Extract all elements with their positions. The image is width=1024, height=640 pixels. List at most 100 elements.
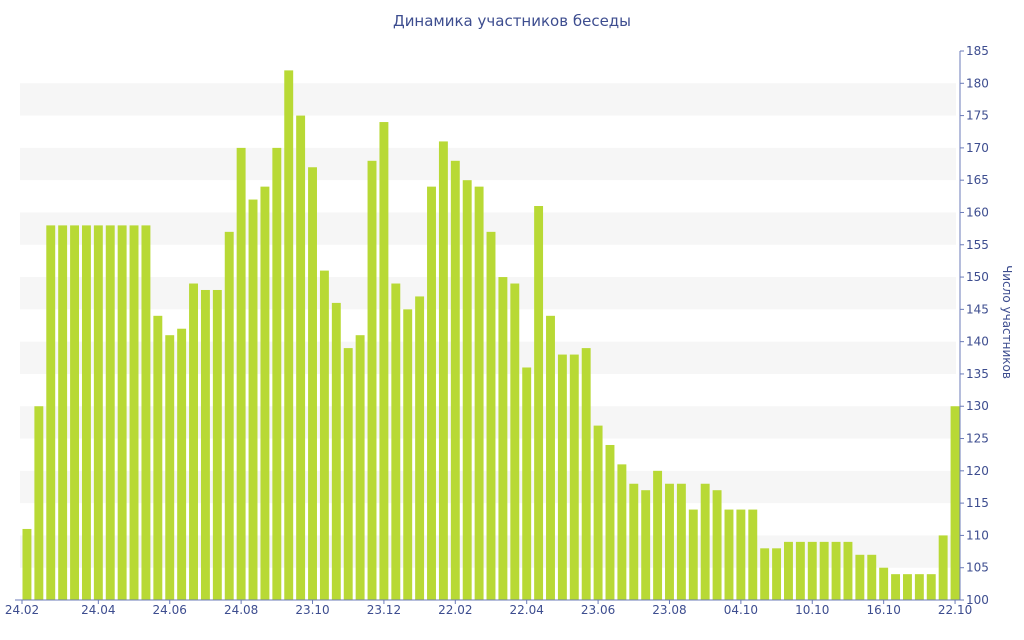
y-tick-labels: 100 105 110 115 120 125 130 135 140 145 150 155 160 1… [966, 44, 989, 607]
bar [926, 574, 936, 600]
x-tick-label: 24.06 [153, 603, 187, 617]
axes [15, 50, 964, 604]
bar [760, 548, 770, 600]
y-tick-label: 150 [966, 270, 989, 284]
bar [319, 270, 329, 600]
bar [855, 554, 865, 600]
x-tick-label: 22.02 [438, 603, 472, 617]
bar [724, 509, 734, 600]
bar [462, 180, 472, 601]
bar [438, 141, 448, 600]
bar [308, 167, 317, 600]
bar [700, 483, 710, 600]
bar [772, 548, 782, 600]
bar [486, 231, 496, 601]
bar [629, 483, 639, 600]
bar [474, 186, 484, 600]
bar [141, 225, 151, 600]
bar [784, 541, 793, 600]
y-tick-label: 105 [966, 561, 989, 575]
bar [129, 225, 139, 600]
bar [736, 509, 746, 600]
bar [914, 574, 924, 600]
bar [224, 231, 234, 601]
bar [272, 147, 282, 600]
bar [688, 509, 698, 600]
bar [58, 225, 68, 600]
bar [843, 541, 853, 600]
bar [831, 541, 841, 600]
bar [712, 490, 722, 600]
bar [557, 354, 567, 600]
y-tick-label: 185 [966, 44, 989, 58]
y-tick-label: 170 [966, 141, 989, 155]
y-tick-label: 155 [966, 238, 989, 252]
bar [748, 509, 758, 600]
bar [248, 199, 258, 600]
bar [665, 483, 674, 600]
bar [379, 122, 389, 600]
bar [236, 147, 246, 600]
y-tick-label: 100 [966, 593, 989, 607]
y-tick-label: 140 [966, 335, 989, 349]
x-tick-label: 16.10 [866, 603, 900, 617]
bar [950, 406, 960, 600]
bar [391, 283, 401, 600]
bar [546, 315, 555, 600]
y-tick-label: 130 [966, 399, 989, 413]
bar [522, 367, 532, 600]
bar [81, 225, 91, 600]
x-tick-label: 24.08 [224, 603, 258, 617]
bars [22, 70, 960, 601]
bar [569, 354, 579, 600]
y-axis-title: Число участников [1000, 265, 1014, 379]
y-tick-label: 180 [966, 76, 989, 90]
y-tick-label: 125 [966, 432, 989, 446]
bar [296, 115, 306, 601]
bar [605, 444, 615, 600]
bar [200, 289, 210, 600]
bar [117, 225, 127, 600]
bar [343, 348, 353, 600]
bar [22, 528, 32, 600]
x-tick-label: 04.10 [724, 603, 758, 617]
y-tick-label: 165 [966, 173, 989, 187]
bar [676, 483, 686, 600]
bar [427, 186, 436, 600]
x-tick-label: 10.10 [795, 603, 829, 617]
bar [534, 206, 544, 600]
bar [212, 289, 222, 600]
bar [617, 464, 627, 600]
bar [105, 225, 115, 600]
x-tick-labels: 24.02 24.04 24.06 24.08 23.10 23.12 22.02 22.04… [5, 603, 972, 617]
x-tick-label: 24.04 [81, 603, 115, 617]
bar [938, 535, 948, 600]
bar [819, 541, 829, 600]
bar [367, 160, 377, 601]
bar [415, 296, 425, 600]
bar [593, 425, 603, 600]
x-tick-label: 23.12 [367, 603, 401, 617]
bar [177, 328, 187, 600]
x-tick-label: 24.02 [5, 603, 39, 617]
y-tick-label: 160 [966, 205, 989, 219]
bar [165, 335, 175, 600]
bar [34, 406, 44, 600]
bar [653, 470, 663, 600]
x-tick-label: 23.08 [652, 603, 686, 617]
bar [641, 490, 651, 600]
x-tick-label: 22.10 [938, 603, 972, 617]
y-tick-label: 120 [966, 464, 989, 478]
bar [498, 277, 508, 600]
bar [807, 541, 817, 600]
bar [902, 574, 912, 600]
bar [355, 335, 365, 600]
bar [284, 70, 294, 601]
bar [331, 302, 341, 600]
bar [879, 567, 889, 600]
bar [891, 574, 901, 600]
bar [510, 283, 520, 600]
bar [581, 348, 591, 600]
y-tick-label: 110 [966, 528, 989, 542]
